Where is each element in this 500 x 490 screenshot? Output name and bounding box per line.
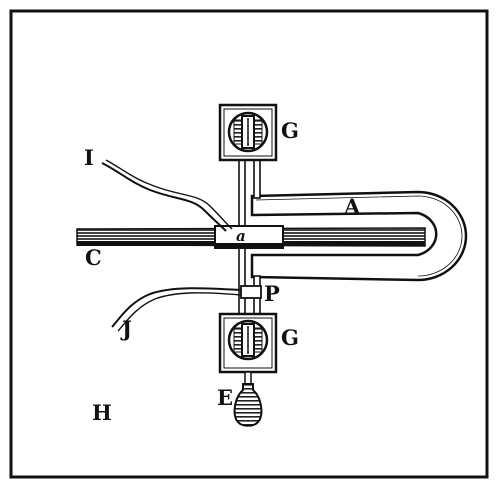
lower-rod [238, 245, 246, 317]
wire-upper-edge [105, 159, 233, 230]
handle [233, 371, 263, 427]
wire-upper [101, 162, 227, 232]
armature-plate-base [215, 243, 283, 248]
label-a-armature: a [236, 227, 246, 245]
horseshoe-magnet [250, 190, 468, 282]
wire-lower [111, 287, 242, 328]
label-g-top: G [281, 118, 299, 143]
bottom-binding-post [218, 312, 278, 374]
top-binding-post [218, 103, 278, 162]
label-g-bottom: G [281, 325, 299, 350]
magnet-inner-line [255, 195, 463, 277]
label-j-wire: J [120, 316, 132, 341]
label-e-handle: E [217, 385, 233, 410]
label-a-magnet: A [343, 194, 361, 219]
label-c-bar: C [85, 245, 102, 270]
board-frame [9, 9, 489, 479]
label-p-pivot: P [264, 281, 280, 306]
upper-rod [238, 157, 246, 231]
label-i-wire: I [84, 145, 94, 170]
wire-lower-edge [117, 292, 242, 332]
upper-rod-2 [253, 157, 261, 199]
pivot-block [240, 285, 262, 299]
label-h-board: H [92, 400, 112, 425]
